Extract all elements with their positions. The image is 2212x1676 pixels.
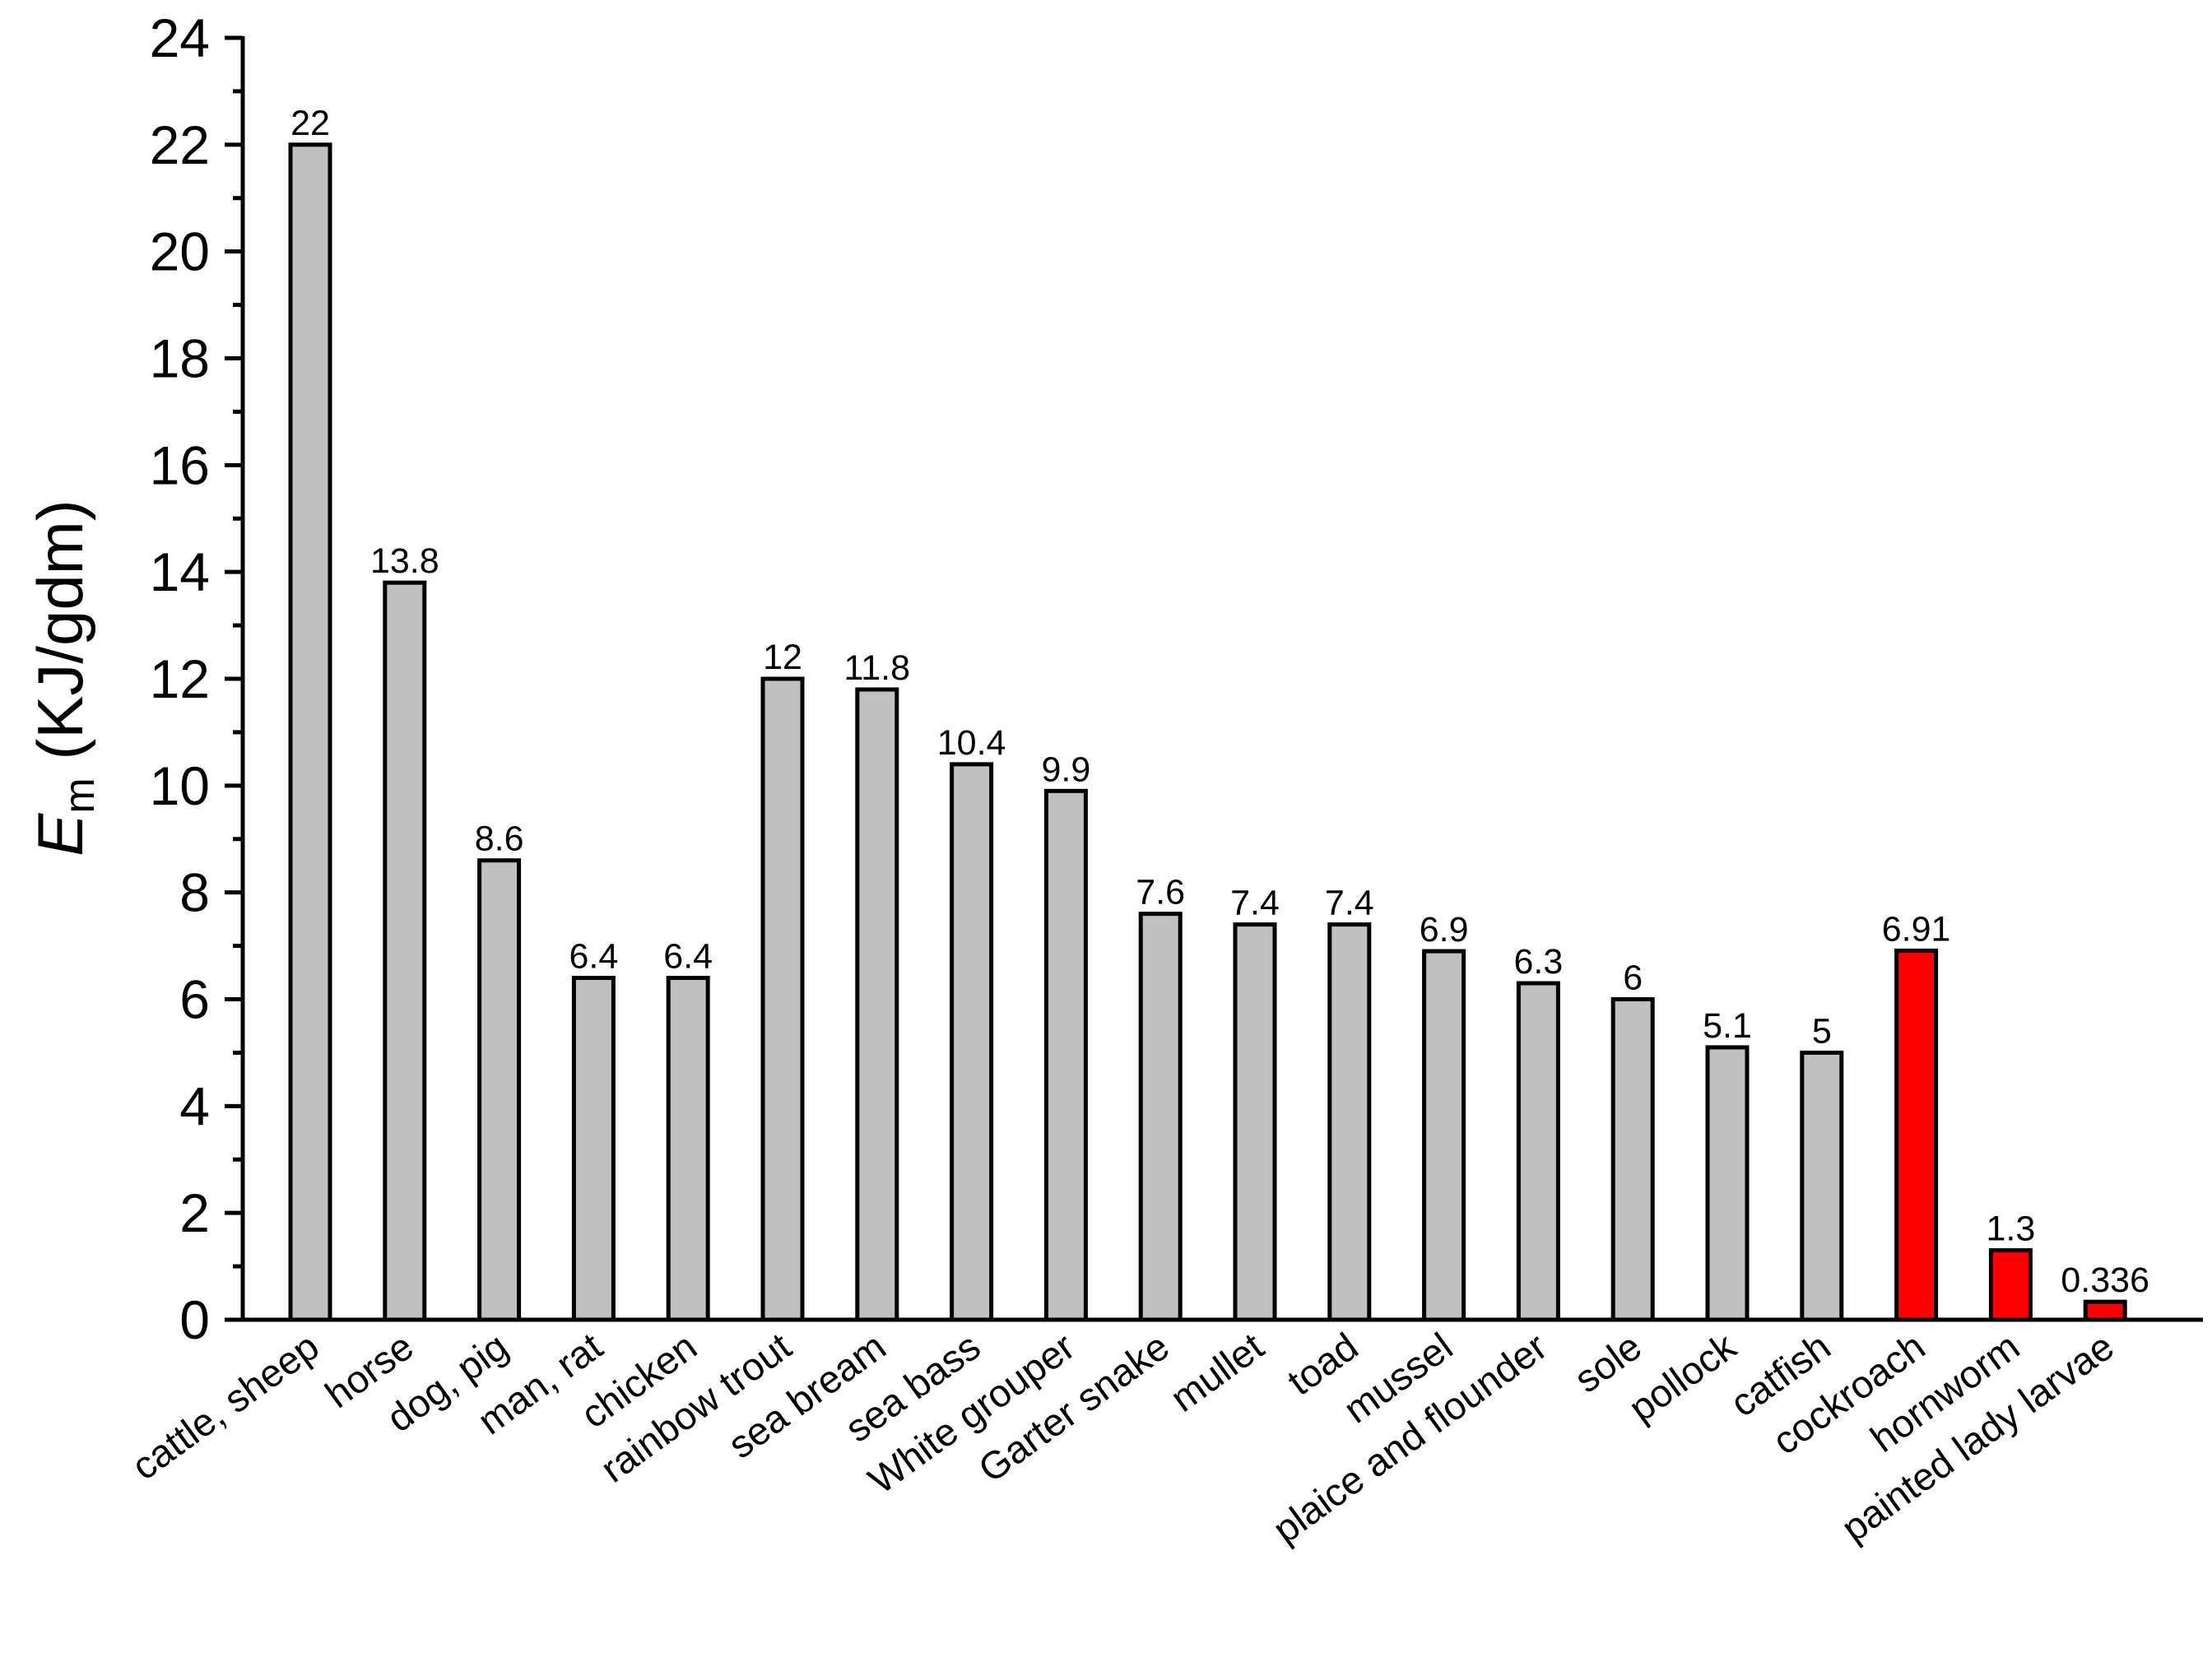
y-tick-label: 4 bbox=[179, 1075, 210, 1136]
x-tick-label: cattle, sheep bbox=[123, 1324, 327, 1488]
value-label: 7.4 bbox=[1325, 884, 1374, 923]
bar bbox=[1422, 949, 1466, 1322]
bar bbox=[1988, 1248, 2033, 1322]
bars: 22 13.8 8.6 6.4 6.4 12 11.8 10.4 9.9 7.6 7.4 7.4 6.9… bbox=[288, 104, 2149, 1322]
bar bbox=[288, 142, 332, 1322]
value-label: 6.9 bbox=[1420, 910, 1469, 949]
y-axis-label: Em (KJ/gdm) bbox=[24, 499, 104, 856]
value-label: 0.336 bbox=[2061, 1260, 2149, 1300]
value-label: 1.3 bbox=[1987, 1209, 2036, 1249]
bar bbox=[571, 976, 616, 1322]
bar bbox=[2083, 1299, 2127, 1322]
y-tick-label: 14 bbox=[150, 541, 210, 602]
y-tick-label: 6 bbox=[179, 969, 210, 1030]
value-label: 7.6 bbox=[1136, 873, 1185, 912]
value-label: 6 bbox=[1623, 959, 1643, 998]
x-tick-label: pollock bbox=[1620, 1324, 1744, 1430]
value-label: 8.6 bbox=[475, 819, 524, 859]
y-axis-label-symbol: E bbox=[24, 813, 96, 857]
bar bbox=[1516, 981, 1560, 1322]
y-tick-label: 18 bbox=[150, 328, 210, 389]
bar bbox=[1800, 1050, 1844, 1322]
y-tick-label: 2 bbox=[179, 1182, 210, 1243]
value-label: 6.3 bbox=[1514, 942, 1564, 982]
value-label: 5.1 bbox=[1703, 1006, 1752, 1046]
bar bbox=[1894, 948, 1939, 1322]
x-tick-label: mullet bbox=[1162, 1324, 1271, 1420]
bar bbox=[760, 676, 805, 1322]
bar bbox=[1610, 997, 1655, 1322]
y-axis-label-unit: (KJ/gdm) bbox=[24, 499, 96, 778]
value-label: 9.9 bbox=[1042, 750, 1091, 789]
value-label: 5 bbox=[1812, 1011, 1832, 1051]
bar bbox=[1705, 1045, 1750, 1322]
bar bbox=[1043, 788, 1088, 1322]
bar bbox=[855, 687, 899, 1322]
y-tick-label: 16 bbox=[150, 434, 210, 495]
value-label: 12 bbox=[763, 638, 802, 677]
value-label: 10.4 bbox=[937, 723, 1006, 763]
value-label: 6.91 bbox=[1882, 909, 1951, 949]
value-label: 22 bbox=[290, 104, 330, 143]
bar bbox=[477, 858, 522, 1322]
value-label: 13.8 bbox=[370, 541, 439, 581]
bar bbox=[383, 580, 427, 1322]
value-label: 6.4 bbox=[569, 937, 619, 977]
y-tick-label: 10 bbox=[150, 755, 210, 816]
value-label: 6.4 bbox=[663, 937, 713, 977]
y-tick-label: 24 bbox=[150, 7, 210, 68]
bar bbox=[1327, 922, 1372, 1322]
y-axis-label-subscript: m bbox=[56, 778, 104, 813]
bar bbox=[1233, 922, 1277, 1322]
bar bbox=[666, 976, 710, 1322]
bar bbox=[1138, 912, 1183, 1322]
y-tick-label: 20 bbox=[150, 221, 210, 282]
value-label: 11.8 bbox=[844, 648, 911, 688]
y-tick-label: 0 bbox=[179, 1289, 210, 1350]
bar bbox=[950, 762, 994, 1322]
y-tick-label: 22 bbox=[150, 114, 210, 175]
y-tick-label: 8 bbox=[179, 862, 210, 923]
y-tick-label: 12 bbox=[150, 648, 210, 709]
value-label: 7.4 bbox=[1230, 884, 1280, 923]
